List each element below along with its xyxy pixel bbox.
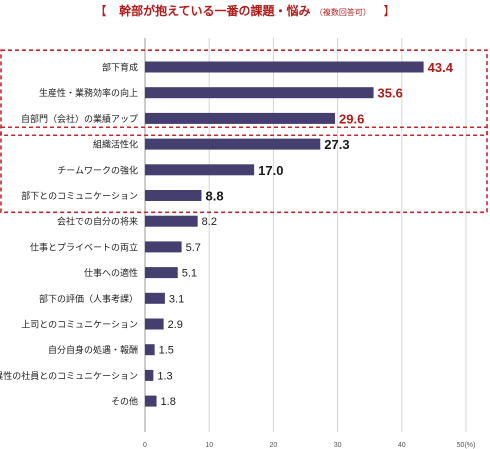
x-tick-label: 30 bbox=[334, 442, 342, 449]
x-tick-label: 10 bbox=[205, 442, 213, 449]
highlight-box bbox=[0, 126, 488, 214]
bar bbox=[145, 241, 182, 253]
title-bracket-open: 【 bbox=[95, 4, 107, 18]
category-label: 部下とのコミュニケーション bbox=[21, 190, 138, 201]
bar bbox=[145, 267, 178, 279]
category-label: チームワークの強化 bbox=[57, 164, 138, 175]
category-label: 仕事への適性 bbox=[84, 267, 138, 278]
value-label: 1.5 bbox=[159, 345, 174, 357]
x-tick-label: 0 bbox=[143, 442, 147, 449]
highlight-boxes bbox=[0, 49, 488, 214]
value-label: 3.1 bbox=[169, 293, 184, 305]
value-label: 8.8 bbox=[205, 189, 223, 204]
category-label: 部下の評価（人事考課） bbox=[39, 293, 138, 304]
value-label: 27.3 bbox=[324, 137, 349, 152]
category-label: 自分自身の処遇・報酬 bbox=[48, 344, 138, 355]
category-label: 会社での自分の将来 bbox=[57, 216, 138, 227]
chart-title: 【 幹部が抱えている一番の課題・悩み （複数回答可） 】 bbox=[95, 2, 396, 19]
value-label: 1.8 bbox=[161, 396, 176, 408]
category-label: 異性の社員とのコミュニケーション bbox=[0, 370, 138, 381]
value-label: 5.7 bbox=[186, 242, 201, 254]
value-label: 1.3 bbox=[157, 370, 172, 382]
value-label: 43.4 bbox=[428, 60, 454, 75]
bar bbox=[145, 190, 202, 201]
bar bbox=[145, 61, 424, 73]
x-tick-label: 50(%) bbox=[457, 442, 476, 449]
x-tick-label: 40 bbox=[398, 442, 406, 449]
category-label: 生産性・業務効率の向上 bbox=[39, 87, 138, 98]
bar bbox=[145, 369, 154, 381]
bar bbox=[145, 138, 321, 150]
value-label: 2.9 bbox=[168, 319, 183, 331]
bar bbox=[145, 87, 374, 99]
value-label: 17.0 bbox=[258, 163, 283, 178]
bar bbox=[145, 164, 255, 176]
bar bbox=[145, 395, 157, 407]
category-label: 部下育成 bbox=[102, 62, 138, 73]
value-label: 8.2 bbox=[202, 216, 217, 228]
bar bbox=[145, 112, 336, 124]
bars bbox=[145, 61, 424, 407]
value-label: 35.6 bbox=[378, 86, 403, 101]
grid bbox=[144, 38, 467, 432]
bar bbox=[145, 292, 165, 304]
title-main: 幹部が抱えている一番の課題・悩み bbox=[119, 3, 310, 18]
category-label: 上司とのコミュニケーション bbox=[21, 320, 138, 330]
x-tick-label: 20 bbox=[270, 442, 278, 449]
category-labels: 部下育成生産性・業務効率の向上自部門（会社）の業績アップ組織活性化チームワークの… bbox=[0, 62, 138, 407]
value-labels: 43.4 35.6 29.6 27.3 17.0 8.8 8.2 5.7 5.1 3.1 2.9 1.… bbox=[157, 60, 453, 408]
category-label: 組織活性化 bbox=[93, 139, 138, 150]
category-label: 自部門（会社）の業績アップ bbox=[21, 113, 138, 124]
bar bbox=[145, 215, 198, 227]
category-label: その他 bbox=[111, 396, 138, 407]
title-sub: （複数回答可） bbox=[315, 7, 371, 17]
value-label: 5.1 bbox=[182, 268, 197, 280]
value-label: 29.6 bbox=[339, 111, 364, 126]
bar bbox=[145, 344, 155, 356]
highlight-box bbox=[0, 49, 488, 137]
category-label: 仕事とプライベートの両立 bbox=[30, 241, 138, 252]
title-bracket-close: 】 bbox=[383, 4, 395, 18]
bar bbox=[145, 318, 164, 330]
x-axis-ticks: 0 10 20 30 40 50(%) bbox=[143, 442, 475, 449]
